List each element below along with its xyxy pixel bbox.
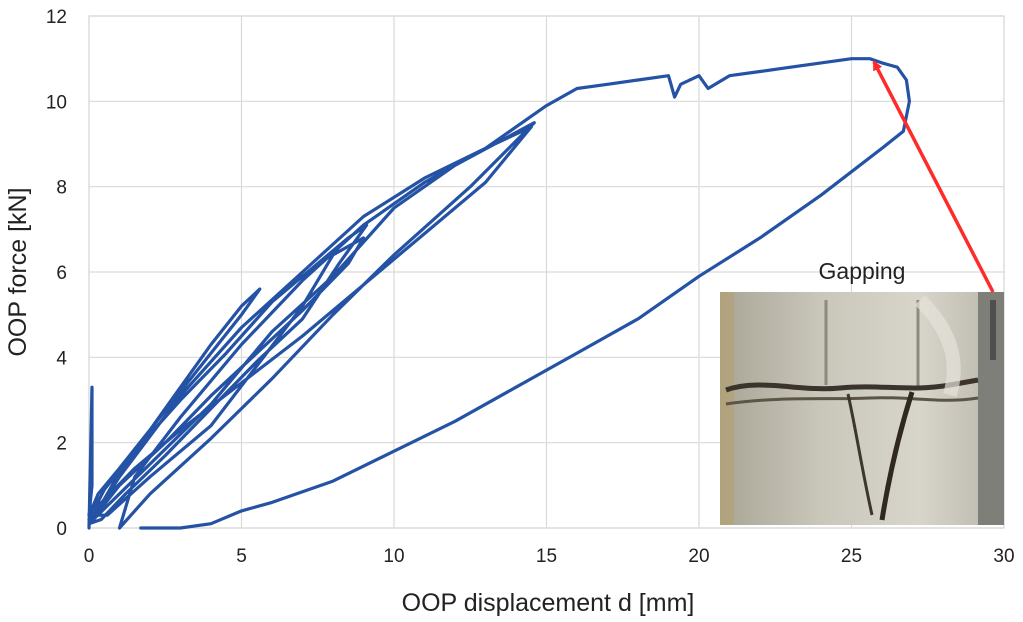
y-axis-title: OOP force [kN] xyxy=(4,187,32,356)
y-tick-label: 4 xyxy=(56,348,67,369)
y-tick-label: 8 xyxy=(56,178,67,199)
x-tick-label: 25 xyxy=(841,546,862,567)
y-tick-label: 6 xyxy=(56,263,67,284)
annotation-arrow xyxy=(872,60,995,293)
x-tick-label: 5 xyxy=(236,546,247,567)
annotation-gapping: Gapping xyxy=(819,258,906,284)
x-tick-label: 20 xyxy=(688,546,709,567)
plot-area xyxy=(88,15,1005,529)
gapping-photo xyxy=(720,292,1004,525)
x-tick-label: 30 xyxy=(993,546,1014,567)
y-tick-label: 12 xyxy=(46,7,67,28)
y-tick-label: 0 xyxy=(56,519,67,540)
x-tick-label: 15 xyxy=(536,546,557,567)
x-tick-label: 10 xyxy=(383,546,404,567)
y-tick-label: 2 xyxy=(56,434,67,455)
y-tick-label: 10 xyxy=(46,92,67,113)
y-axis-ticks: 0 2 4 6 8 10 12 xyxy=(46,7,68,540)
x-tick-label: 0 xyxy=(84,546,95,567)
x-axis-ticks: 0 5 10 15 20 25 30 xyxy=(84,546,1015,567)
plot-border xyxy=(88,15,1005,529)
x-axis-title: OOP displacement d [mm] xyxy=(402,589,695,617)
